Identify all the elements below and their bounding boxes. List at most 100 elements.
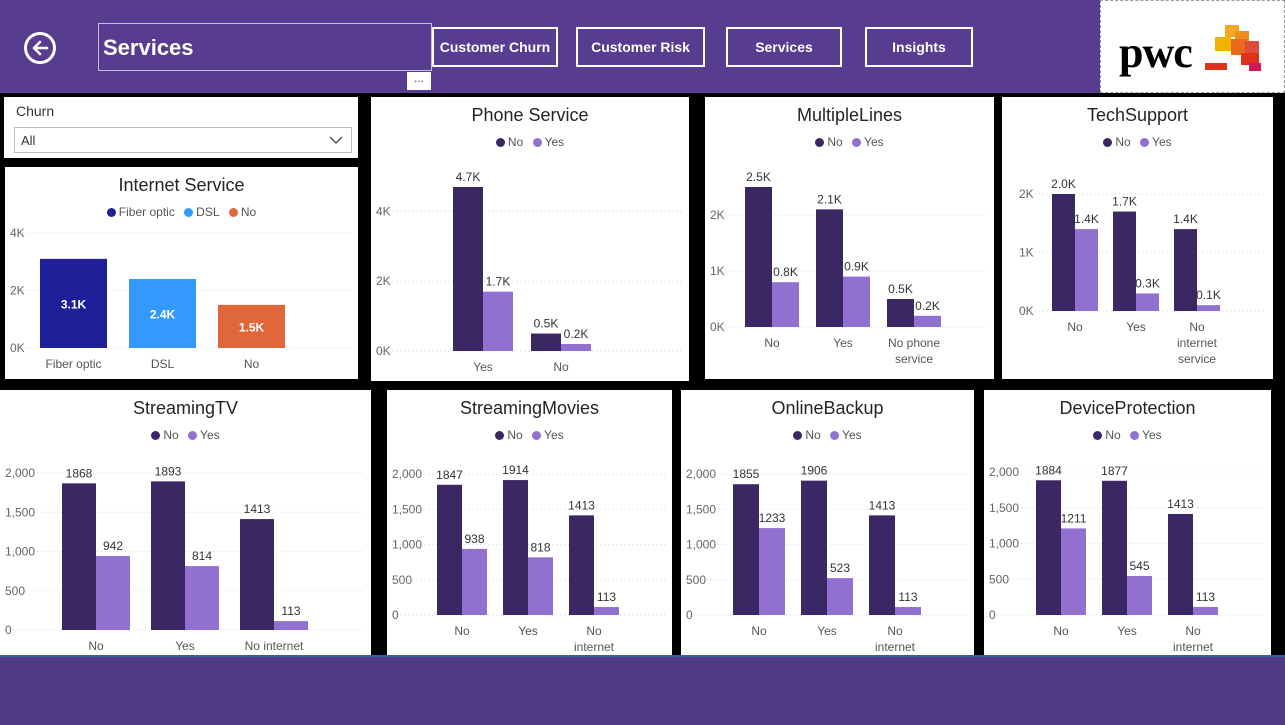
bar-no [887,299,914,327]
x-tick-label: No internet [245,639,304,653]
chart-legend: No Yes [705,135,994,149]
slicer-label: Churn [16,103,55,119]
data-label: 1877 [1101,464,1128,478]
x-tick-label: No [244,357,260,371]
legend-dot [852,138,862,147]
legend-label: Yes [544,428,564,442]
legend-label: Yes [1152,135,1172,149]
x-tick-label: No [1185,624,1201,638]
bar-yes [274,621,308,630]
x-tick-label: No [454,624,470,638]
phone-service-plot: 0K 2K 4K 4.7K 1.7K Yes 0.5K 0.2K No [376,170,683,374]
data-label: 0.8K [773,265,798,279]
chart-title: Phone Service [471,105,589,125]
y-tick-label: 2K [10,284,25,298]
y-tick-label: 1,000 [392,538,422,552]
chart-legend: No Yes [387,428,672,442]
data-label: 1413 [568,498,595,512]
data-label: 2.4K [150,308,176,322]
bar-yes [483,291,513,351]
data-label: 1211 [1061,511,1087,525]
legend-dot [188,431,198,440]
device-protection-card: DeviceProtection No Yes 0 500 1,000 1,500 2,… [984,390,1271,682]
bar-yes [1193,606,1218,615]
data-label: 1413 [244,502,271,516]
data-label: 1413 [869,498,896,512]
x-tick-label: No [1189,320,1205,334]
data-label: 0.5K [888,282,913,296]
tech-support-card: TechSupport No Yes 0K 1K 2K 2.0K 1.4K No 1.7K 0… [1002,97,1273,379]
data-label: 1.4K [1173,212,1198,226]
bar-yes [1127,576,1152,615]
more-options-button[interactable]: ... [407,72,431,90]
bar-yes [1061,528,1086,615]
dropdown-value: All [21,133,36,148]
bar-no [1168,513,1193,615]
x-tick-label: Yes [518,624,538,638]
data-label: 545 [1129,559,1149,573]
y-tick-label: 1,000 [989,537,1019,551]
y-tick-label: 4K [376,204,391,218]
x-tick-label: Yes [175,639,195,653]
bar-yes [914,315,941,327]
streaming-tv-card: StreamingTV No Yes 0 500 1,000 1,500 2,000 18… [0,390,371,682]
nav-customer-churn-button[interactable]: Customer Churn [432,27,558,67]
y-tick-label: 1,000 [686,538,716,552]
bar [129,279,196,348]
x-tick-label: Yes [473,360,493,374]
bar-no [62,483,96,630]
data-label: 1914 [502,463,529,477]
back-button[interactable] [24,32,56,64]
online-backup-plot: 0 500 1,000 1,500 2,000 1855 1233 No 1906 523 Yes 1… [686,464,968,670]
logo-blocks-icon [1205,25,1261,71]
bar-no [151,481,185,630]
x-tick-label: service [895,352,933,366]
data-label: 1.4K [1074,212,1099,226]
bar-yes [895,607,921,615]
x-tick-label: No [1053,624,1069,638]
legend-label: No [507,135,524,149]
header-bar: Services ... Customer Churn Customer Ris… [0,0,1285,93]
bar-yes [96,556,130,630]
data-label: 1.7K [486,275,511,289]
y-tick-label: 1,000 [5,545,35,559]
chart-legend: No Yes [371,135,689,149]
nav-services-button[interactable]: Services [726,27,842,67]
y-tick-label: 2K [710,208,725,222]
x-tick-label: Yes [817,624,837,638]
internet-service-plot: 0K 2K 4K 3.1K Fiber optic 2.4K DSL 1.5K No [10,226,352,371]
legend-label: Yes [200,428,220,442]
y-tick-label: 1,500 [392,502,422,516]
y-tick-label: 0 [686,608,693,622]
legend-dot [1130,431,1140,440]
legend-dot [830,431,840,440]
legend-dot [793,431,803,440]
data-label: 0.2K [915,299,940,313]
chart-title: StreamingMovies [459,398,600,418]
bar-yes [827,578,853,615]
data-label: 113 [597,590,616,604]
nav-customer-risk-button[interactable]: Customer Risk [576,27,705,67]
bar-no [453,187,483,351]
bar-no [1036,480,1061,615]
legend-dot [1093,431,1103,440]
data-label: 1893 [155,464,182,478]
legend-label: DSL [196,205,220,219]
data-label: 1413 [1167,497,1194,511]
legend-label: No [1105,428,1121,442]
data-label: 0.5K [534,317,559,331]
legend-label: No [240,205,257,219]
bar-no [503,480,528,615]
bar [40,258,107,348]
y-tick-label: 0K [376,344,391,358]
x-tick-label: No [586,624,602,638]
churn-dropdown[interactable]: All [14,127,352,153]
y-tick-label: 0 [989,608,996,622]
device-protection-plot: 0 500 1,000 1,500 2,000 1884 1211 No 1877 545 Yes 1… [989,463,1265,670]
legend-label: Yes [1142,428,1162,442]
data-label: 1.5K [239,320,265,334]
x-tick-label: No [553,360,569,374]
nav-insights-button[interactable]: Insights [865,27,973,67]
legend-label: Yes [864,135,884,149]
chart-legend: No Yes [1002,135,1273,149]
